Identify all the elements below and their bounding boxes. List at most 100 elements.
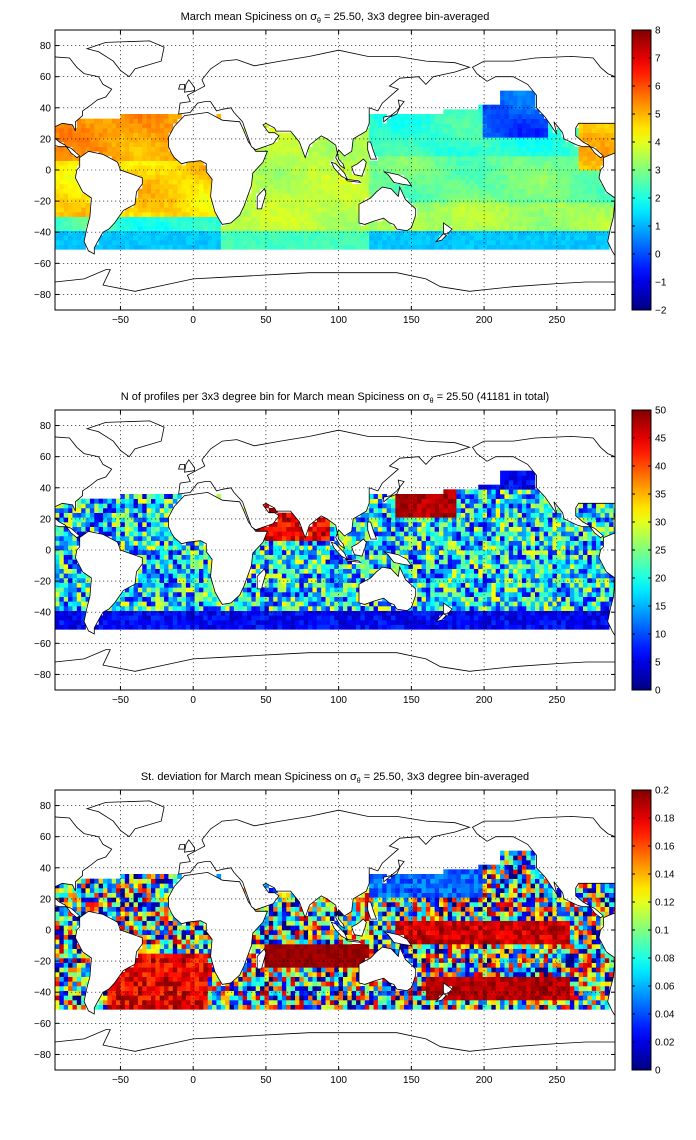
data-bin — [59, 221, 65, 227]
data-bin — [277, 554, 283, 560]
data-bin — [290, 596, 296, 602]
data-bin — [465, 221, 470, 227]
data-bin — [312, 573, 318, 579]
data-bin — [238, 216, 243, 222]
data-bin — [159, 142, 165, 147]
data-bin — [164, 151, 169, 157]
data-bin — [430, 545, 435, 551]
data-bin — [325, 240, 331, 245]
data-bin — [574, 170, 579, 175]
data-bin — [325, 193, 331, 199]
data-bin — [76, 526, 82, 532]
data-bin — [63, 508, 69, 513]
data-bin — [247, 235, 252, 241]
data-bin — [478, 170, 483, 175]
y-tick-label: −60 — [34, 259, 51, 270]
data-bin — [548, 226, 553, 231]
data-bin — [164, 601, 169, 607]
data-bin — [425, 531, 431, 537]
data-bin — [168, 160, 174, 166]
data-bin — [412, 610, 418, 616]
data-bin — [373, 146, 379, 152]
data-bin — [408, 564, 414, 569]
data-bin — [347, 179, 353, 185]
data-bin — [417, 165, 422, 171]
data-bin — [495, 198, 501, 203]
data-bin — [399, 137, 405, 143]
colorbar-tick-label: 4 — [655, 138, 661, 149]
data-bin — [260, 564, 265, 569]
data-bin — [316, 193, 322, 199]
data-bin — [299, 244, 305, 250]
data-bin — [530, 160, 536, 166]
colorbar-tick-label: 7 — [655, 54, 661, 65]
data-bin — [59, 550, 65, 555]
data-bin — [482, 212, 488, 217]
data-bin — [164, 137, 169, 143]
data-bin — [142, 601, 147, 607]
data-bin — [321, 202, 326, 208]
data-bin — [251, 601, 257, 607]
data-bin — [338, 188, 344, 194]
data-bin — [482, 188, 488, 194]
data-bin — [364, 508, 370, 513]
data-bin — [364, 531, 370, 537]
data-bin — [129, 216, 134, 222]
y-tick-label: 0 — [45, 166, 51, 177]
data-bin — [137, 146, 143, 152]
data-bin — [199, 193, 204, 199]
data-bin — [417, 170, 422, 175]
data-bin — [273, 559, 278, 565]
data-bin — [159, 123, 165, 129]
data-bin — [334, 244, 339, 250]
data-bin — [465, 184, 470, 189]
data-bin — [207, 226, 213, 231]
data-bin — [364, 146, 370, 152]
data-bin — [185, 174, 191, 180]
data-bin — [81, 573, 86, 579]
data-bin — [76, 522, 82, 527]
data-bin — [377, 235, 383, 241]
data-bin — [212, 624, 217, 630]
data-bin — [286, 596, 291, 602]
data-bin — [491, 193, 497, 199]
data-bin — [316, 216, 322, 222]
data-bin — [443, 170, 449, 175]
data-bin — [137, 522, 143, 527]
data-bin — [312, 578, 318, 583]
data-bin — [569, 230, 575, 236]
data-bin — [487, 244, 492, 250]
data-bin — [465, 114, 470, 119]
data-bin — [303, 624, 309, 630]
data-bin — [151, 123, 156, 129]
data-bin — [452, 568, 457, 574]
data-bin — [543, 128, 549, 133]
data-bin — [382, 128, 387, 133]
data-bin — [312, 526, 318, 532]
data-bin — [207, 179, 213, 185]
data-bin — [382, 517, 387, 523]
data-bin — [220, 606, 226, 611]
data-bin — [347, 601, 353, 607]
data-bin — [373, 550, 379, 555]
data-bin — [63, 606, 69, 611]
data-bin — [55, 240, 60, 245]
data-bin — [360, 132, 366, 138]
data-bin — [434, 620, 440, 625]
data-bin — [242, 216, 248, 222]
data-bin — [172, 624, 178, 630]
data-bin — [421, 132, 427, 138]
data-bin — [264, 624, 270, 630]
data-bin — [591, 230, 597, 236]
data-bin — [177, 564, 182, 569]
data-bin — [399, 526, 405, 532]
data-bin — [543, 123, 549, 129]
data-bin — [63, 216, 69, 222]
data-bin — [133, 536, 139, 541]
data-bin — [412, 498, 418, 504]
data-bin — [303, 564, 309, 569]
data-bin — [151, 592, 156, 597]
data-bin — [552, 188, 558, 194]
data-bin — [216, 244, 222, 250]
data-bin — [76, 564, 82, 569]
